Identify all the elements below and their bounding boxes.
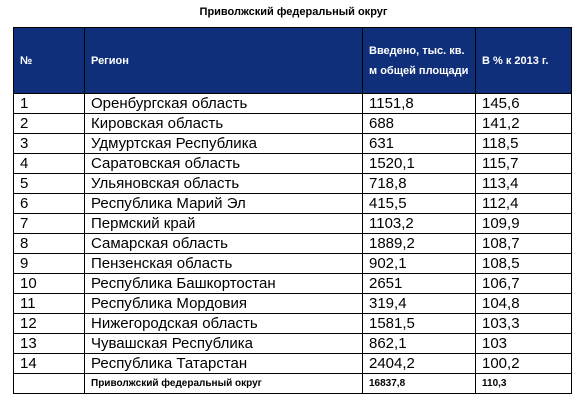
- table-row: 10 Республика Башкортостан 2651 106,7: [13, 273, 572, 294]
- total-row: Приволжский федеральный округ 16837,8 11…: [13, 373, 572, 394]
- cell-num: 8: [13, 233, 85, 254]
- cell-num: 10: [13, 273, 85, 294]
- cell-region: Республика Башкортостан: [84, 273, 363, 294]
- total-region: Приволжский федеральный округ: [84, 373, 363, 394]
- cell-area: 862,1: [362, 333, 476, 354]
- table-row: 7 Пермский край 1103,2 109,9: [13, 213, 572, 234]
- cell-area: 1151,8: [362, 93, 476, 114]
- cell-pct: 115,7: [475, 153, 572, 174]
- table-row: 5 Ульяновская область 718,8 113,4: [13, 173, 572, 194]
- table-row: 8 Самарская область 1889,2 108,7: [13, 233, 572, 254]
- table-row: 13 Чувашская Республика 862,1 103: [13, 333, 572, 354]
- table-row: 11 Республика Мордовия 319,4 104,8: [13, 293, 572, 314]
- total-num: [13, 373, 85, 394]
- table-row: 3 Удмуртская Республика 631 118,5: [13, 133, 572, 154]
- header-pct: В % к 2013 г.: [475, 27, 572, 94]
- cell-area: 1520,1: [362, 153, 476, 174]
- cell-area: 415,5: [362, 193, 476, 214]
- cell-num: 14: [13, 353, 85, 374]
- cell-area: 319,4: [362, 293, 476, 314]
- cell-num: 5: [13, 173, 85, 194]
- cell-area: 902,1: [362, 253, 476, 274]
- cell-region: Оренбургская область: [84, 93, 363, 114]
- table-row: 12 Нижегородская область 1581,5 103,3: [13, 313, 572, 334]
- table-row: 6 Республика Марий Эл 415,5 112,4: [13, 193, 572, 214]
- cell-region: Пермский край: [84, 213, 363, 234]
- cell-pct: 103,3: [475, 313, 572, 334]
- cell-num: 2: [13, 113, 85, 134]
- cell-pct: 100,2: [475, 353, 572, 374]
- cell-region: Самарская область: [84, 233, 363, 254]
- cell-region: Республика Мордовия: [84, 293, 363, 314]
- cell-pct: 103: [475, 333, 572, 354]
- table-row: 2 Кировская область 688 141,2: [13, 113, 572, 134]
- cell-area: 718,8: [362, 173, 476, 194]
- cell-area: 2404,2: [362, 353, 476, 374]
- cell-region: Ульяновская область: [84, 173, 363, 194]
- total-area: 16837,8: [362, 373, 476, 394]
- table-row: 14 Республика Татарстан 2404,2 100,2: [13, 353, 572, 374]
- cell-area: 631: [362, 133, 476, 154]
- header-area: Введено, тыс. кв. м общей площади: [362, 27, 476, 94]
- cell-region: Чувашская Республика: [84, 333, 363, 354]
- cell-area: 1103,2: [362, 213, 476, 234]
- cell-region: Республика Татарстан: [84, 353, 363, 374]
- cell-region: Кировская область: [84, 113, 363, 134]
- cell-num: 11: [13, 293, 85, 314]
- cell-area: 1889,2: [362, 233, 476, 254]
- cell-pct: 108,5: [475, 253, 572, 274]
- cell-region: Удмуртская Республика: [84, 133, 363, 154]
- total-pct: 110,3: [475, 373, 572, 394]
- cell-region: Саратовская область: [84, 153, 363, 174]
- cell-num: 4: [13, 153, 85, 174]
- cell-pct: 112,4: [475, 193, 572, 214]
- cell-region: Пензенская область: [84, 253, 363, 274]
- cell-pct: 104,8: [475, 293, 572, 314]
- header-num: №: [13, 27, 85, 94]
- cell-pct: 106,7: [475, 273, 572, 294]
- cell-num: 9: [13, 253, 85, 274]
- cell-num: 13: [13, 333, 85, 354]
- cell-area: 688: [362, 113, 476, 134]
- table-row: 4 Саратовская область 1520,1 115,7: [13, 153, 572, 174]
- cell-num: 1: [13, 93, 85, 114]
- cell-area: 2651: [362, 273, 476, 294]
- cell-pct: 109,9: [475, 213, 572, 234]
- cell-pct: 118,5: [475, 133, 572, 154]
- cell-region: Республика Марий Эл: [84, 193, 363, 214]
- cell-num: 12: [13, 313, 85, 334]
- cell-num: 7: [13, 213, 85, 234]
- cell-area: 1581,5: [362, 313, 476, 334]
- regions-table: № Регион Введено, тыс. кв. м общей площа…: [13, 27, 572, 394]
- cell-pct: 113,4: [475, 173, 572, 194]
- cell-region: Нижегородская область: [84, 313, 363, 334]
- cell-pct: 145,6: [475, 93, 572, 114]
- cell-num: 6: [13, 193, 85, 214]
- table-row: 9 Пензенская область 902,1 108,5: [13, 253, 572, 274]
- cell-pct: 141,2: [475, 113, 572, 134]
- cell-num: 3: [13, 133, 85, 154]
- table-row: 1 Оренбургская область 1151,8 145,6: [13, 93, 572, 114]
- page-title: Приволжский федеральный округ: [199, 6, 388, 18]
- header-region: Регион: [84, 27, 363, 94]
- cell-pct: 108,7: [475, 233, 572, 254]
- table-header-row: № Регион Введено, тыс. кв. м общей площа…: [13, 27, 572, 94]
